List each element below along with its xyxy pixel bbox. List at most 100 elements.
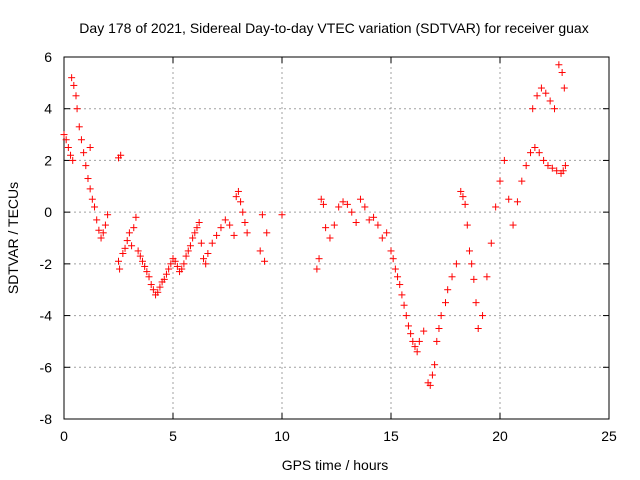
data-point: [365, 216, 373, 224]
data-point: [437, 312, 445, 320]
data-point: [226, 221, 234, 229]
data-point: [221, 216, 229, 224]
data-point: [374, 221, 382, 229]
data-point: [413, 348, 421, 356]
x-axis-title: GPS time / hours: [282, 457, 389, 473]
data-point: [426, 381, 434, 389]
data-point: [553, 167, 561, 175]
data-point: [88, 195, 96, 203]
data-point: [234, 187, 242, 195]
data-point: [115, 257, 122, 265]
data-point: [402, 312, 410, 320]
data-point: [204, 250, 212, 258]
data-point: [546, 97, 554, 105]
data-point: [522, 162, 530, 170]
data-point: [101, 221, 109, 229]
data-point: [230, 231, 238, 239]
data-point: [86, 185, 94, 193]
data-point: [470, 275, 478, 283]
data-point: [86, 144, 94, 151]
data-point: [544, 162, 552, 170]
data-point: [132, 213, 140, 221]
data-point: [162, 270, 170, 278]
data-point: [537, 84, 545, 92]
data-point: [141, 262, 149, 270]
data-point: [99, 229, 107, 237]
data-point: [278, 211, 286, 219]
data-point: [559, 167, 567, 175]
data-point: [156, 283, 164, 291]
data-point: [93, 216, 101, 224]
x-tick-label: 5: [169, 428, 177, 444]
data-point: [125, 229, 133, 237]
data-point: [138, 257, 146, 265]
y-tick-label: 2: [44, 152, 52, 168]
data-point: [261, 257, 269, 265]
data-point: [431, 361, 439, 369]
y-tick-label: -6: [40, 359, 53, 375]
data-point: [535, 149, 543, 157]
data-point: [383, 229, 391, 237]
data-point: [560, 84, 568, 92]
data-point: [542, 89, 550, 97]
data-point: [533, 92, 541, 100]
data-point: [75, 123, 83, 131]
data-point: [527, 149, 535, 157]
data-point: [420, 327, 428, 335]
data-point: [548, 164, 556, 172]
data-point: [123, 237, 131, 245]
data-point: [186, 242, 194, 250]
data-point: [352, 218, 360, 226]
data-point: [404, 322, 412, 330]
y-axis-tick-labels: -8 -6 -4 -2 0 2 4 6: [40, 49, 53, 427]
data-point: [115, 154, 122, 162]
y-tick-label: 4: [44, 101, 52, 117]
data-point: [378, 234, 386, 242]
data-point: [82, 162, 90, 170]
data-point: [116, 265, 124, 273]
data-point: [73, 105, 81, 113]
data-point: [496, 177, 504, 185]
data-point: [70, 81, 78, 89]
data-point: [415, 337, 423, 345]
data-point: [459, 193, 467, 201]
data-point: [492, 203, 500, 211]
data-point: [84, 175, 92, 183]
data-point: [433, 337, 441, 345]
data-point: [335, 203, 343, 211]
data-point: [529, 105, 537, 113]
y-tick-label: 6: [44, 49, 52, 65]
data-point: [326, 234, 334, 242]
data-point: [95, 226, 103, 234]
y-axis-title: SDTVAR / TECUs: [5, 182, 21, 294]
x-tick-label: 25: [601, 428, 617, 444]
data-point: [178, 265, 186, 273]
data-point: [197, 239, 205, 247]
data-point: [463, 221, 471, 229]
data-point: [160, 275, 168, 283]
data-point: [77, 136, 85, 144]
data-point: [165, 265, 173, 273]
data-point: [551, 105, 558, 113]
data-point: [121, 244, 129, 252]
data-point: [461, 200, 469, 208]
data-point: [407, 330, 415, 338]
data-point: [452, 260, 460, 268]
data-point: [518, 177, 526, 185]
axis-ticks: [63, 56, 610, 420]
data-points: [60, 61, 569, 389]
data-point: [195, 218, 203, 226]
data-point: [356, 195, 364, 203]
data-point: [387, 247, 395, 255]
x-tick-label: 15: [383, 428, 399, 444]
data-point: [483, 273, 491, 281]
data-point: [193, 224, 201, 232]
y-tick-label: -8: [40, 411, 53, 427]
data-point: [500, 156, 508, 164]
data-point: [315, 255, 323, 263]
data-point: [232, 193, 240, 201]
data-point: [561, 162, 569, 170]
data-point: [67, 151, 75, 159]
data-point: [457, 187, 465, 195]
data-point: [370, 213, 378, 221]
